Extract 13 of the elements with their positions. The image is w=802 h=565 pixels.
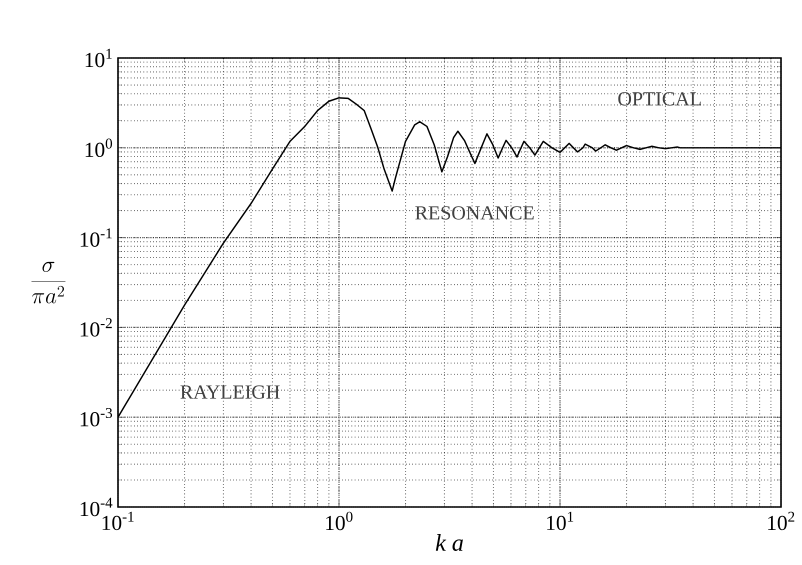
y-axis-title: $\frac{\sigma}{\pi a^{2}}$	[31, 262, 66, 304]
annotation: OPTICAL	[618, 92, 701, 106]
annotation: RESONANCE	[415, 206, 534, 220]
y-tick-label: 10$^{-1}$	[80, 228, 112, 247]
annotation: RAYLEIGH	[180, 385, 280, 399]
x-axis-title: k a	[436, 534, 463, 551]
x-tick-label: 10$^{1}$	[547, 512, 574, 530]
y-tick-label: 10$^{1}$	[86, 48, 112, 68]
x-tick-label: 10$^{0}$	[326, 512, 353, 530]
y-tick-label: 10$^{-3}$	[80, 408, 112, 426]
y-tick-label: 10$^{-2}$	[80, 318, 112, 337]
x-tick-label: 10$^{2}$	[768, 512, 794, 530]
y-tick-label: 10$^{0}$	[86, 138, 112, 158]
